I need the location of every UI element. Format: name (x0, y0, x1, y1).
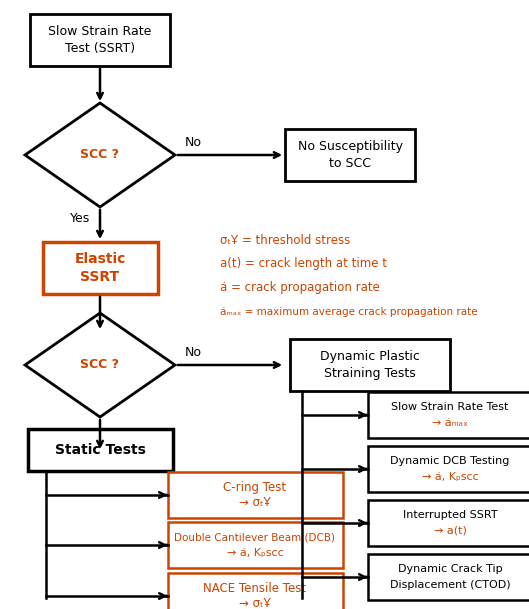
Text: Slow Strain Rate Test: Slow Strain Rate Test (391, 403, 509, 412)
Text: Static Tests: Static Tests (54, 443, 145, 457)
Text: Double Cantilever Beam (DCB): Double Cantilever Beam (DCB) (175, 532, 335, 543)
Text: Interrupted SSRT: Interrupted SSRT (403, 510, 497, 520)
Text: SCC ?: SCC ? (80, 149, 120, 161)
Text: to SCC: to SCC (329, 157, 371, 170)
Text: Elastic: Elastic (74, 252, 126, 266)
Text: NACE Tensile Test: NACE Tensile Test (204, 582, 307, 595)
Text: → ȧ, Kₚscc: → ȧ, Kₚscc (226, 547, 284, 558)
Bar (368, 446, 529, 492)
Text: SCC ?: SCC ? (80, 359, 120, 371)
Text: Yes: Yes (70, 213, 90, 225)
Text: No: No (185, 136, 202, 149)
Bar (168, 573, 342, 609)
Text: SSRT: SSRT (80, 270, 120, 284)
Bar (368, 392, 529, 438)
Text: → ȧ, Kₚscc: → ȧ, Kₚscc (422, 471, 478, 482)
Polygon shape (25, 103, 175, 207)
Bar (368, 500, 529, 546)
Text: No Susceptibility: No Susceptibility (297, 140, 403, 153)
Bar (290, 339, 450, 391)
Text: C-ring Test: C-ring Test (223, 481, 287, 494)
Text: → a(t): → a(t) (434, 526, 467, 536)
Text: → ȧₘₐₓ: → ȧₘₐₓ (432, 418, 468, 428)
Text: σₜҰ = threshold stress: σₜҰ = threshold stress (220, 233, 350, 247)
Text: ȧ = crack propagation rate: ȧ = crack propagation rate (220, 281, 380, 295)
Text: Displacement (CTOD): Displacement (CTOD) (390, 580, 510, 590)
Bar (368, 554, 529, 600)
Text: No: No (185, 347, 202, 359)
Text: Dynamic Crack Tip: Dynamic Crack Tip (398, 565, 503, 574)
Text: → σₜҰ: → σₜҰ (239, 496, 271, 509)
Polygon shape (25, 313, 175, 417)
Text: Dynamic DCB Testing: Dynamic DCB Testing (390, 456, 509, 466)
Text: Straining Tests: Straining Tests (324, 367, 416, 380)
Bar (42, 242, 158, 294)
Bar (168, 522, 342, 568)
Text: ȧₘₐₓ = maximum average crack propagation rate: ȧₘₐₓ = maximum average crack propagatio… (220, 307, 478, 317)
Bar (285, 129, 415, 181)
Text: Slow Strain Rate: Slow Strain Rate (48, 25, 152, 38)
Bar (28, 429, 172, 471)
Text: Test (SSRT): Test (SSRT) (65, 42, 135, 55)
Bar (168, 472, 342, 518)
Text: Dynamic Plastic: Dynamic Plastic (320, 350, 420, 363)
Text: → σₜҰ: → σₜҰ (239, 597, 271, 609)
Bar (30, 14, 170, 66)
Text: a(t) = crack length at time t: a(t) = crack length at time t (220, 258, 387, 270)
